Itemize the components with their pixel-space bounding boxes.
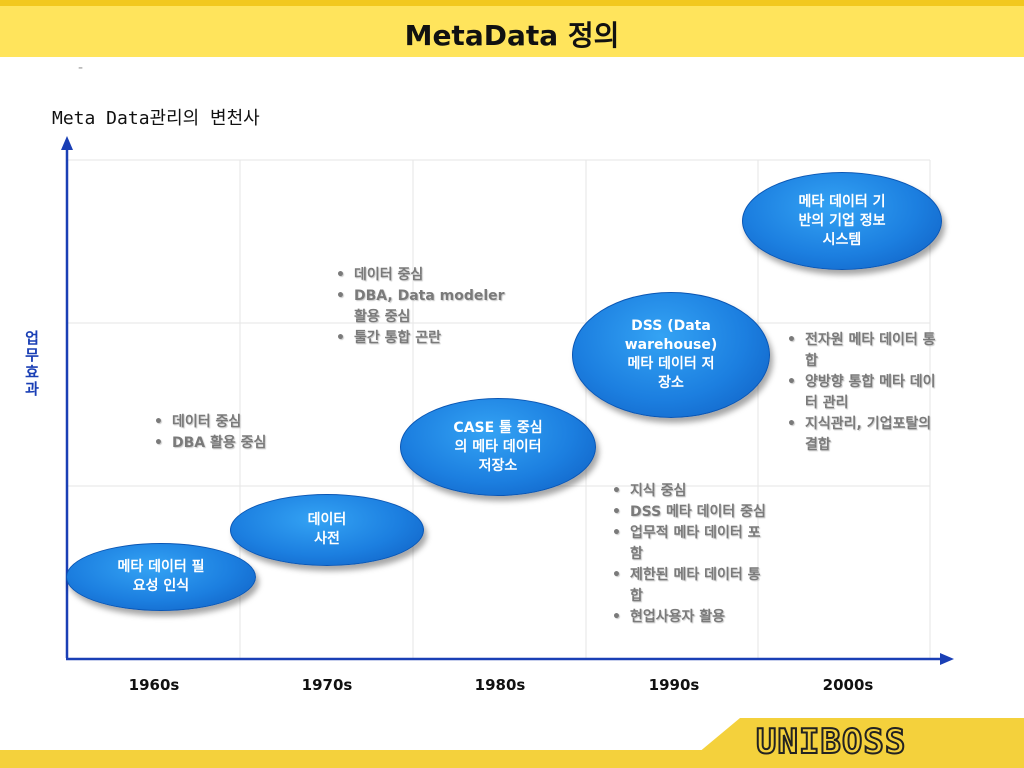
bullets-1960s: 데이터 중심 DBA 활용 중심 (152, 412, 266, 454)
header-bar (0, 0, 1024, 57)
ellipse-1980s: CASE 툴 중심 의 메타 데이터 저장소 (400, 398, 596, 496)
x-label-1970s: 1970s (301, 676, 353, 694)
x-label-1980s: 1980s (474, 676, 526, 694)
list-item: DBA 활용 중심 (152, 433, 266, 454)
page-title: MetaData 정의 (404, 19, 620, 52)
list-item: 전자원 메타 데이터 통합 (785, 330, 936, 372)
ellipse-1960s: 메타 데이터 필 요성 인식 (66, 543, 256, 611)
y-axis-label: 업 무 효 과 (25, 329, 39, 398)
x-label-2000s: 2000s (822, 676, 874, 694)
list-item: 현업사용자 활용 (610, 607, 766, 628)
y-axis-arrow (61, 136, 73, 150)
bullets-2000s: 전자원 메타 데이터 통합 양방향 통합 메타 데이터 관리 지식관리, 기업포… (785, 330, 936, 456)
list-item: 데이터 중심 (152, 412, 266, 433)
x-label-1990s: 1990s (648, 676, 700, 694)
dash-marker: - (78, 60, 84, 76)
ellipse-2000s: 메타 데이터 기 반의 기업 정보 시스템 (742, 172, 942, 270)
footer-logo-corner (680, 718, 740, 768)
list-item: 데이터 중심 (334, 265, 505, 286)
list-item: 양방향 통합 메타 데이터 관리 (785, 372, 936, 414)
ellipse-1990s: DSS (Data warehouse) 메타 데이터 저 장소 (572, 292, 770, 418)
list-item: 제한된 메타 데이터 통합 (610, 565, 766, 607)
list-item: 업무적 메타 데이터 포함 (610, 523, 766, 565)
x-axis-arrow (940, 653, 954, 665)
footer-logo-panel (740, 718, 1024, 768)
uniboss-logo: UNIBOSS (755, 721, 907, 763)
list-item: 지식 중심 (610, 481, 766, 502)
ellipse-1970s: 데이터 사전 (230, 494, 424, 566)
list-item: DSS 메타 데이터 중심 (610, 502, 766, 523)
list-item: 툴간 통합 곤란 (334, 328, 505, 349)
bullets-1980s: 지식 중심 DSS 메타 데이터 중심 업무적 메타 데이터 포함 제한된 메타… (610, 481, 766, 628)
diagram-subtitle: Meta Data관리의 변천사 (52, 108, 260, 129)
x-label-1960s: 1960s (128, 676, 180, 694)
